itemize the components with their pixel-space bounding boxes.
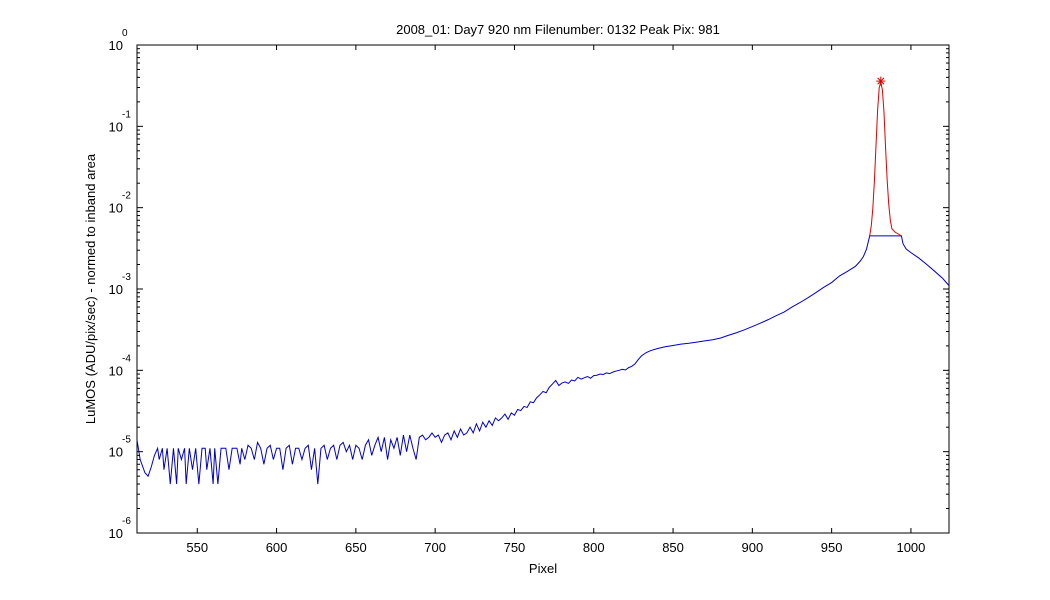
x-tick-label-650: 650 (345, 540, 367, 555)
x-tick-label-600: 600 (266, 540, 288, 555)
y-axis-label: LuMOS (ADU/pix/sec) - normed to inband a… (83, 153, 98, 424)
y-tick-label-exp-6: -6 (122, 516, 131, 527)
x-tick-label-750: 750 (504, 540, 526, 555)
y-tick-label-exp-0: 0 (122, 28, 128, 39)
peak-marker (876, 77, 885, 86)
plot-frame (137, 45, 949, 533)
y-tick-label-base-4: 10 (109, 363, 123, 378)
y-tick-label-base-0: 10 (109, 38, 123, 53)
x-tick-label-950: 950 (821, 540, 843, 555)
y-tick-label-exp-3: -3 (122, 272, 131, 283)
plot-area (137, 45, 949, 533)
marker-layer (876, 77, 885, 86)
x-tick-label-900: 900 (741, 540, 763, 555)
y-tick-label-base-3: 10 (109, 282, 123, 297)
x-tick-label-550: 550 (186, 540, 208, 555)
x-axis-label: Pixel (529, 561, 557, 576)
y-tick-label-base-2: 10 (109, 201, 123, 216)
chart-title: 2008_01: Day7 920 nm Filenumber: 0132 Pe… (396, 22, 720, 37)
y-tick-label-exp-2: -2 (122, 191, 131, 202)
y-tick-label-base-1: 10 (109, 119, 123, 134)
y-tick-label-exp-1: -1 (122, 109, 131, 120)
y-tick-label-exp-5: -5 (122, 435, 131, 446)
y-tick-label-base-5: 10 (109, 445, 123, 460)
y-tick-label-base-6: 10 (109, 526, 123, 541)
x-tick-label-700: 700 (424, 540, 446, 555)
x-tick-label-1000: 1000 (896, 540, 925, 555)
y-tick-label-exp-4: -4 (122, 353, 131, 364)
x-tick-label-800: 800 (583, 540, 605, 555)
x-tick-label-850: 850 (662, 540, 684, 555)
